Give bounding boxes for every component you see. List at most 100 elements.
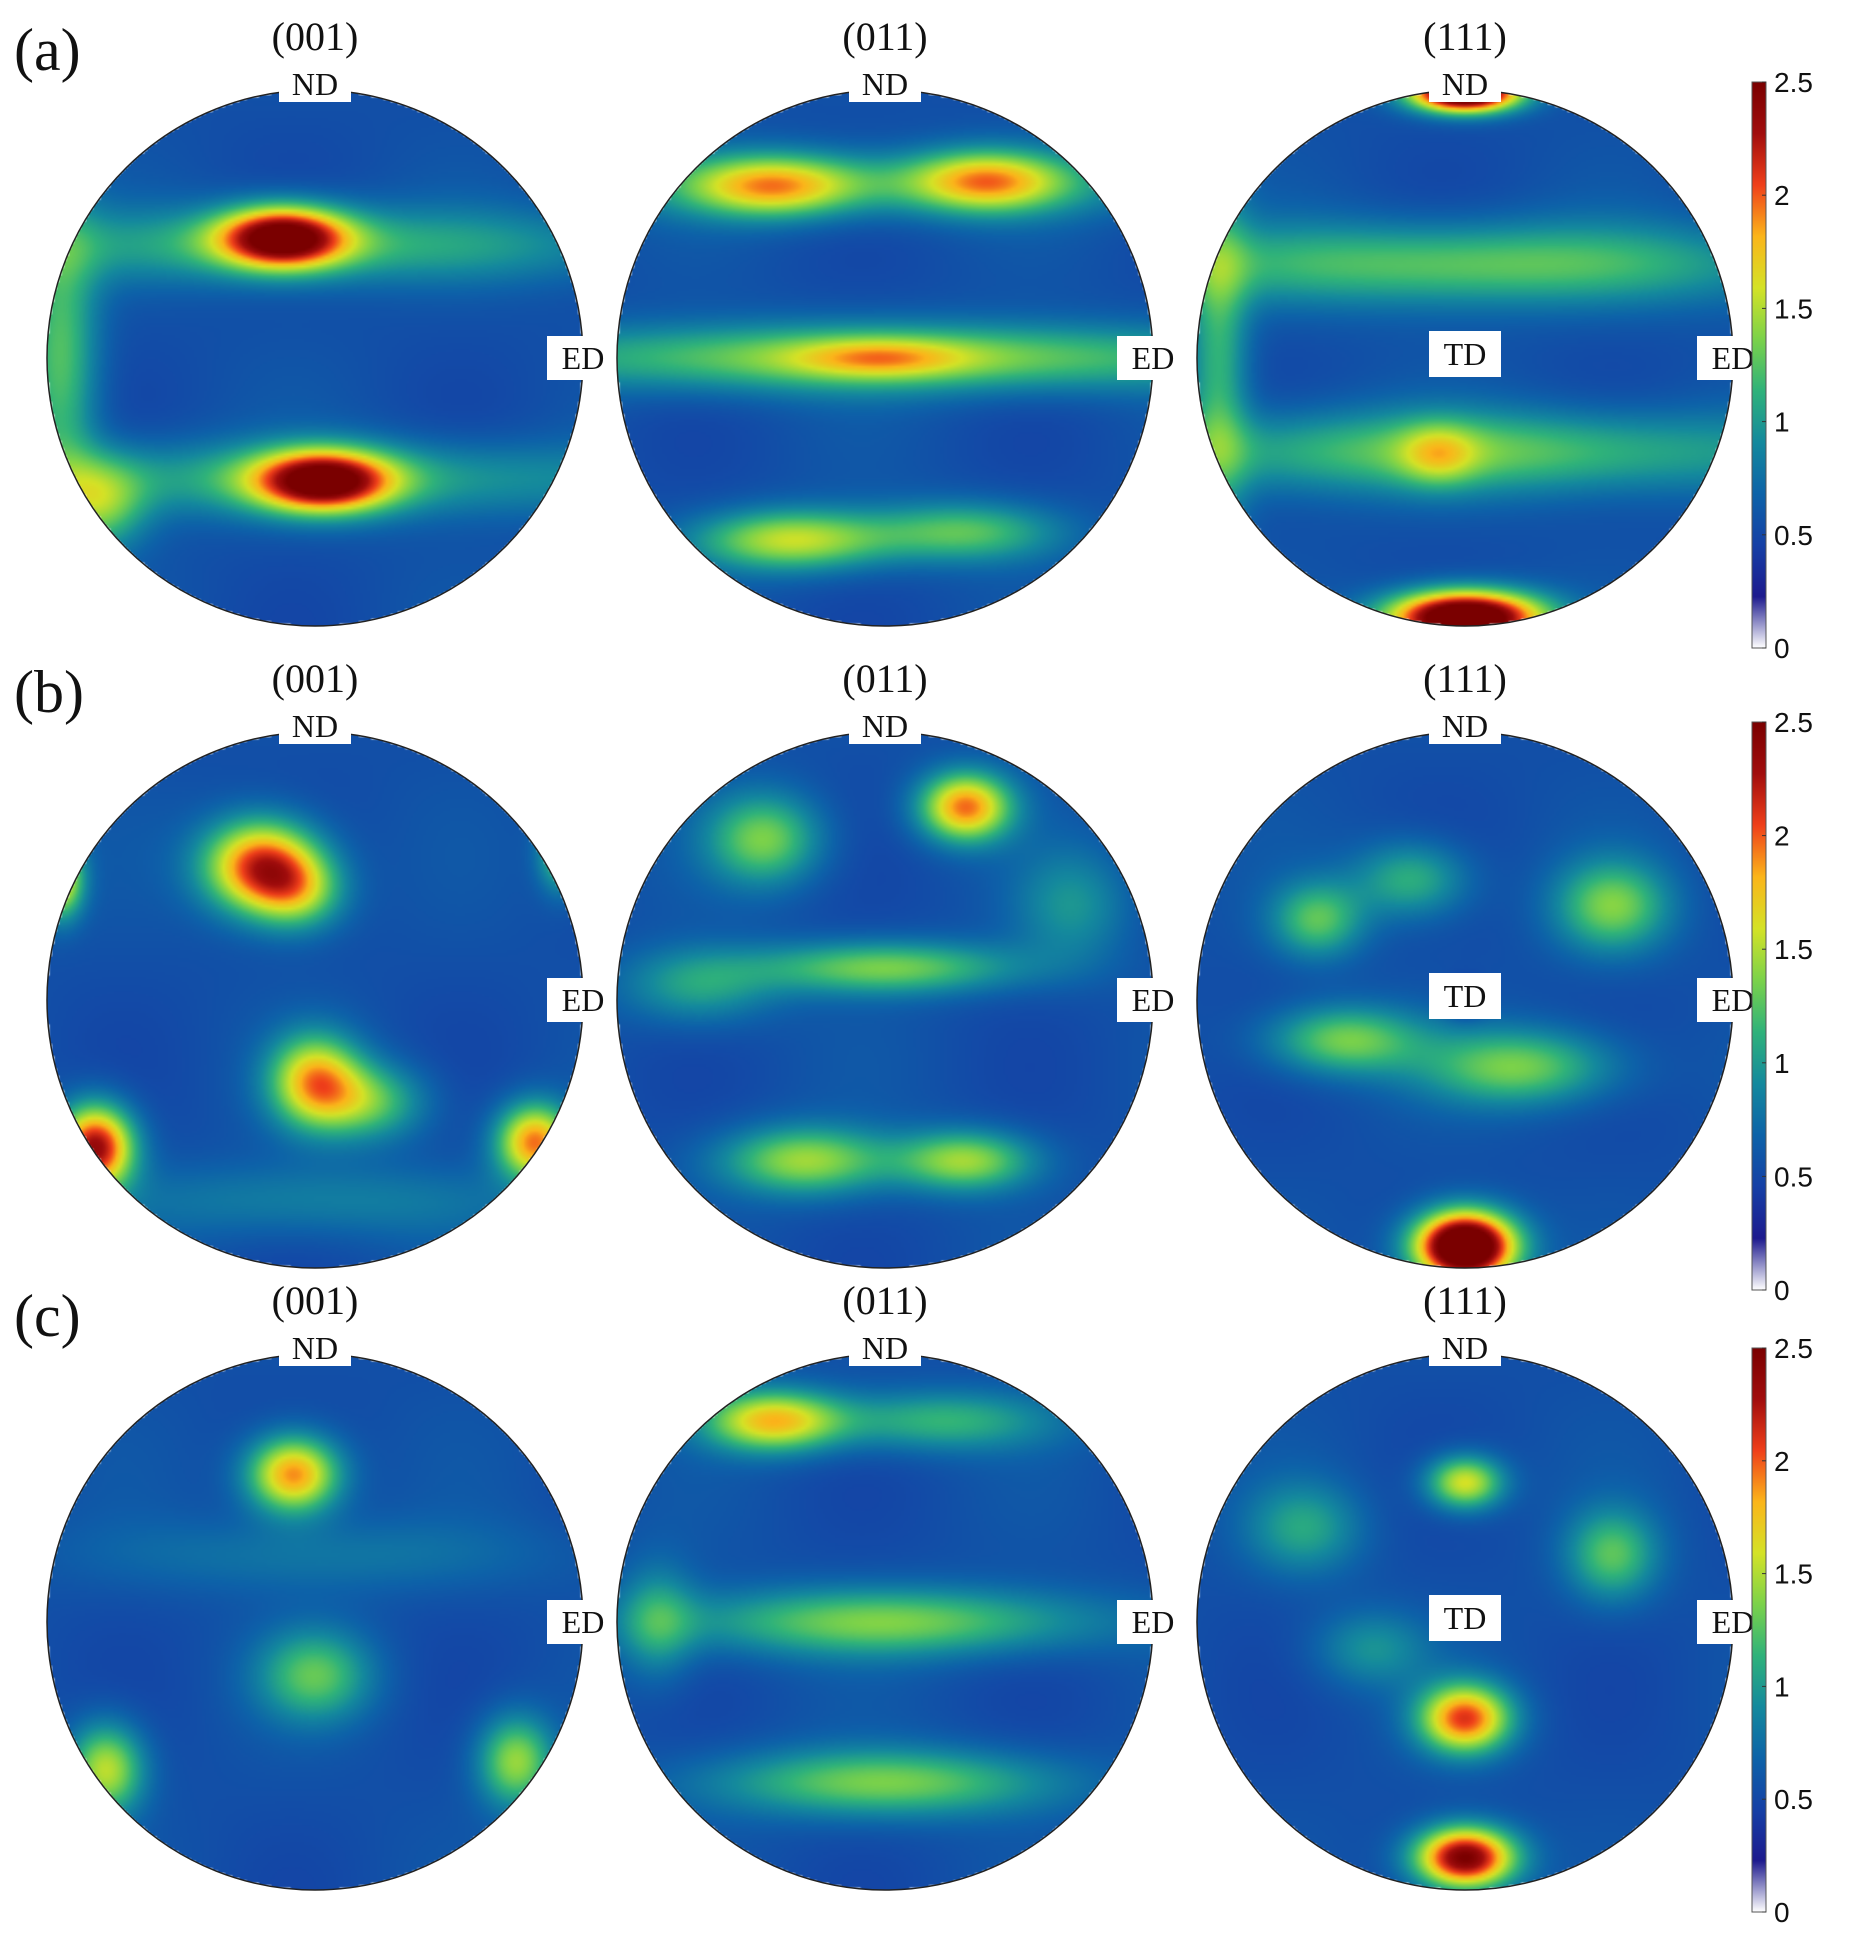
colorbar-tick-label: 0 <box>1774 1897 1790 1928</box>
pole-figure-111: (111) ND ED TD <box>1196 1278 1769 1891</box>
plane-title: (111) <box>1423 1278 1507 1323</box>
ed-label-text: ED <box>562 1604 605 1640</box>
ed-label-text: ED <box>1132 340 1175 376</box>
pole-figure-011: (011) ND ED <box>616 656 1189 1269</box>
ed-label: ED <box>1117 336 1189 380</box>
colorbar-tick-label: 0 <box>1774 1275 1790 1306</box>
plane-title: (111) <box>1423 656 1507 701</box>
colorbar-tick-label: 2 <box>1774 180 1790 211</box>
panel-row-c: (c) (001) ND ED (011) ND ED (111) ND ED TD 2.5 2 1.5 1… <box>14 1278 1813 1928</box>
nd-label-text: ND <box>292 66 338 102</box>
ed-label: ED <box>547 336 619 380</box>
panel-row-a: (a) (001) ND ED (011) ND ED (111) ND ED TD 2.5 2 1.5 1… <box>14 14 1813 664</box>
colorbar-tick-label: 1 <box>1774 1048 1790 1079</box>
nd-label: ND <box>849 1330 921 1366</box>
plane-title: (011) <box>842 14 927 59</box>
td-label-text: TD <box>1444 1600 1487 1636</box>
colorbar-tick-label: 2.5 <box>1774 707 1813 738</box>
ed-label-text: ED <box>1712 982 1755 1018</box>
ed-label: ED <box>547 978 619 1022</box>
ed-label-box <box>1117 978 1189 1022</box>
pole-figure-001: (001) ND ED <box>46 656 619 1269</box>
nd-label-text: ND <box>862 1330 908 1366</box>
colorbar-tick-label: 0.5 <box>1774 1784 1813 1815</box>
intensity-field <box>617 90 1153 626</box>
colorbar-gradient <box>1751 721 1767 1291</box>
pole-figure-001: (001) ND ED <box>46 14 619 627</box>
panel-letter: (b) <box>14 659 84 725</box>
nd-label-text: ND <box>292 1330 338 1366</box>
plane-title: (001) <box>272 1278 359 1323</box>
nd-label-text: ND <box>1442 66 1488 102</box>
plane-title: (001) <box>272 656 359 701</box>
colorbar: 2.5 2 1.5 1 0.5 0 <box>1751 1333 1813 1928</box>
colorbar-tick-label: 2 <box>1774 1446 1790 1477</box>
nd-label: ND <box>849 708 921 744</box>
nd-label-box <box>1429 66 1501 102</box>
td-label-text: TD <box>1444 978 1487 1014</box>
ed-label-text: ED <box>1132 1604 1175 1640</box>
pole-figure-001: (001) ND ED <box>46 1278 619 1891</box>
colorbar: 2.5 2 1.5 1 0.5 0 <box>1751 67 1813 664</box>
ed-label-box <box>547 336 619 380</box>
nd-label: ND <box>1429 1330 1501 1366</box>
nd-label-box <box>1429 1330 1501 1366</box>
colorbar-tick-label: 1.5 <box>1774 1559 1813 1590</box>
nd-label: ND <box>279 1330 351 1366</box>
ed-label-text: ED <box>562 340 605 376</box>
intensity-field <box>47 1354 583 1890</box>
ed-label: ED <box>1117 978 1189 1022</box>
td-label: TD <box>1429 1595 1501 1641</box>
pole-figure-111: (111) ND ED TD <box>1196 14 1769 627</box>
panel-letter: (c) <box>14 1283 81 1349</box>
intensity-field <box>47 732 583 1268</box>
pole-figure-011: (011) ND ED <box>616 14 1189 627</box>
nd-label-text: ND <box>1442 1330 1488 1366</box>
ed-label-text: ED <box>562 982 605 1018</box>
nd-label: ND <box>849 66 921 102</box>
colorbar-tick-label: 2.5 <box>1774 67 1813 98</box>
nd-label: ND <box>1429 708 1501 744</box>
colorbar: 2.5 2 1.5 1 0.5 0 <box>1751 707 1813 1306</box>
td-label-box <box>1429 1595 1501 1641</box>
colorbar-tick-label: 1.5 <box>1774 293 1813 324</box>
nd-label: ND <box>1429 66 1501 102</box>
plane-title: (011) <box>842 656 927 701</box>
panel-letter: (a) <box>14 17 81 83</box>
colorbar-tick-label: 1 <box>1774 407 1790 438</box>
td-label: TD <box>1429 331 1501 377</box>
intensity-field <box>617 1354 1153 1890</box>
nd-label-box <box>849 708 921 744</box>
colorbar-gradient <box>1751 81 1767 649</box>
intensity-field <box>617 732 1153 1268</box>
colorbar-tick-label: 0 <box>1774 633 1790 664</box>
nd-label-box <box>1429 708 1501 744</box>
colorbar-gradient <box>1751 1347 1767 1913</box>
nd-label-text: ND <box>862 708 908 744</box>
ed-label-box <box>547 1600 619 1644</box>
td-label: TD <box>1429 973 1501 1019</box>
plane-title: (001) <box>272 14 359 59</box>
ed-label: ED <box>1117 1600 1189 1644</box>
nd-label: ND <box>279 708 351 744</box>
nd-label-box <box>849 66 921 102</box>
ed-label-box <box>547 978 619 1022</box>
nd-label-box <box>279 1330 351 1366</box>
ed-label-text: ED <box>1132 982 1175 1018</box>
intensity-field <box>47 90 583 626</box>
nd-label-box <box>279 66 351 102</box>
nd-label-text: ND <box>862 66 908 102</box>
pole-figure-111: (111) ND ED TD <box>1196 656 1769 1269</box>
pole-figure-011: (011) ND ED <box>616 1278 1189 1891</box>
colorbar-tick-label: 0.5 <box>1774 520 1813 551</box>
td-label-box <box>1429 973 1501 1019</box>
nd-label-box <box>849 1330 921 1366</box>
td-label-text: TD <box>1444 336 1487 372</box>
plane-title: (111) <box>1423 14 1507 59</box>
ed-label-text: ED <box>1712 1604 1755 1640</box>
ed-label-box <box>1117 1600 1189 1644</box>
colorbar-tick-label: 1 <box>1774 1671 1790 1702</box>
colorbar-tick-label: 2 <box>1774 821 1790 852</box>
nd-label-text: ND <box>1442 708 1488 744</box>
plane-title: (011) <box>842 1278 927 1323</box>
